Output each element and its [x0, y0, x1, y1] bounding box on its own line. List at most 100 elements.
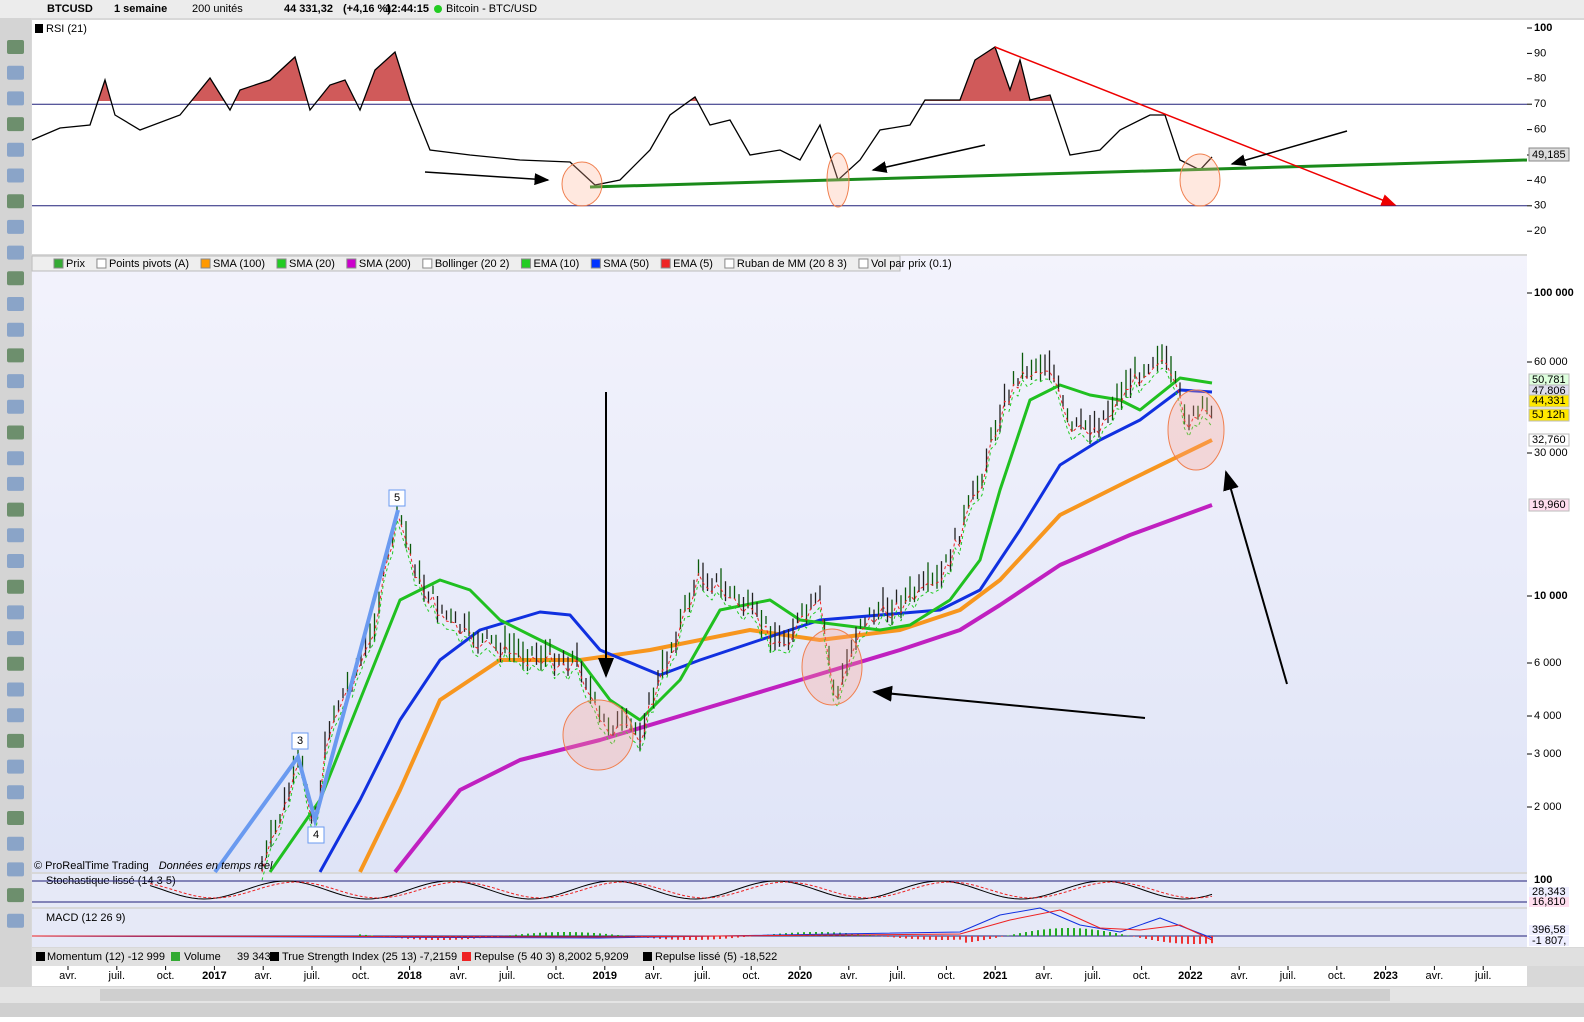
tool-icon[interactable]	[7, 554, 24, 568]
toolbar-units[interactable]: 200 unités	[192, 3, 243, 15]
legend-item[interactable]: SMA (100)	[213, 258, 265, 270]
tool-icon[interactable]	[7, 913, 24, 928]
indicator-swatch	[462, 952, 471, 961]
legend-swatch[interactable]	[520, 258, 531, 269]
x-axis-label: juil.	[108, 970, 126, 982]
arrow	[424, 171, 550, 186]
rsi-support	[589, 158, 1528, 189]
tool-icon[interactable]	[7, 502, 24, 517]
tool-icon[interactable]	[7, 271, 24, 286]
tool-icon[interactable]	[7, 759, 24, 774]
legend-swatch[interactable]	[96, 258, 107, 269]
legend-item[interactable]: EMA (10)	[533, 258, 579, 270]
tool-icon[interactable]	[7, 476, 24, 491]
tool-icon[interactable]	[7, 811, 24, 825]
stoch-tag-label: 28,343	[1532, 886, 1566, 898]
legend-item[interactable]: Bollinger (20 2)	[435, 258, 510, 270]
tool-icon[interactable]	[7, 888, 24, 903]
indicator-repulse_smooth[interactable]: Repulse lissé (5) -18,522	[655, 951, 777, 963]
tool-icon[interactable]	[7, 708, 24, 723]
rsi-axis-label: 40	[1534, 174, 1546, 186]
tool-icon[interactable]	[7, 297, 24, 311]
tool-icon[interactable]	[7, 348, 24, 363]
x-axis-label: oct.	[352, 970, 370, 982]
x-axis-label: juil.	[498, 970, 516, 982]
legend-item[interactable]: SMA (50)	[603, 258, 649, 270]
tool-icon[interactable]	[7, 656, 24, 671]
rsi-tag-bg	[1528, 147, 1570, 162]
stoch-d	[149, 881, 1213, 899]
tool-icon[interactable]	[7, 862, 24, 877]
toolbar-instrument[interactable]: Bitcoin - BTC/USD	[446, 3, 537, 15]
tool-icon[interactable]	[7, 65, 24, 80]
legend-swatch[interactable]	[724, 258, 735, 269]
indicator-swatch	[36, 952, 45, 961]
indicator-repulse[interactable]: Repulse (5 40 3) 8,2002	[474, 951, 592, 963]
sma-50	[318, 388, 1213, 873]
legend-item[interactable]: Prix	[66, 258, 85, 270]
price-tag-label: 47,806	[1532, 385, 1566, 397]
price-tag-label: 5J 12h	[1532, 409, 1565, 421]
tool-icon[interactable]	[7, 682, 24, 697]
legend-swatch[interactable]	[858, 258, 869, 269]
legend-item[interactable]: Ruban de MM (20 8 3)	[737, 258, 847, 270]
tool-icon[interactable]	[7, 733, 24, 748]
legend-item[interactable]: Vol par prix (0.1)	[871, 258, 952, 270]
indicator-tsi[interactable]: True Strength Index (25 13) -7,2159	[282, 951, 457, 963]
toolbar-price[interactable]: 44 331,32	[284, 3, 333, 15]
legend-item[interactable]: SMA (20)	[289, 258, 335, 270]
scroll-thumb[interactable]	[100, 989, 1390, 1001]
toolbar-symbol[interactable]: BTCUSD	[47, 3, 93, 15]
x-axis-label: juil.	[1279, 970, 1297, 982]
highlight-circle	[826, 152, 850, 208]
toolbar-change[interactable]: (+4,16 %)	[343, 3, 391, 15]
tool-icon[interactable]	[7, 631, 24, 646]
tool-icon[interactable]	[7, 168, 24, 183]
tool-icon[interactable]	[7, 579, 24, 594]
indicator-volume_value[interactable]: 39 343	[237, 951, 271, 963]
tool-icon[interactable]	[7, 322, 24, 337]
legend-item[interactable]: SMA (200)	[359, 258, 411, 270]
indicator-repulse_value[interactable]: 5,9209	[595, 951, 629, 963]
tool-icon[interactable]	[7, 785, 24, 800]
price-tag	[1528, 498, 1570, 512]
indicator-volume[interactable]: Volume	[184, 951, 221, 963]
indicator-momentum[interactable]: Momentum (12) -12 999	[47, 951, 165, 963]
tool-icon[interactable]	[7, 451, 24, 466]
tool-icon[interactable]	[7, 142, 24, 157]
legend-swatch[interactable]	[660, 258, 671, 269]
tool-icon[interactable]	[7, 219, 24, 234]
tool-icon[interactable]	[7, 117, 24, 132]
toolbar-period[interactable]: 1 semaine	[114, 3, 167, 15]
legend-item[interactable]: Points pivots (A)	[109, 258, 189, 270]
x-axis-label: avr.	[840, 970, 858, 982]
rsi-resistance	[994, 46, 1397, 206]
legend-item[interactable]: EMA (5)	[673, 258, 713, 270]
sma-20	[268, 376, 1213, 873]
tool-icon[interactable]	[7, 605, 24, 620]
tool-icon[interactable]	[7, 91, 24, 106]
legend-swatch[interactable]	[422, 258, 433, 269]
legend-swatch[interactable]	[276, 258, 287, 269]
legend-swatch[interactable]	[346, 258, 357, 269]
tool-icon[interactable]	[7, 40, 24, 54]
tool-icon[interactable]	[7, 528, 24, 543]
arrow	[872, 685, 1146, 719]
price-axis-label: 2 000	[1534, 801, 1562, 813]
tool-icon[interactable]	[7, 374, 24, 389]
tool-icon[interactable]	[7, 194, 24, 209]
x-axis-label: avr.	[1035, 970, 1053, 982]
top-toolbar	[0, 0, 1584, 18]
tool-icon[interactable]	[7, 425, 24, 440]
tool-icon[interactable]	[7, 836, 24, 851]
tool-icon[interactable]	[7, 245, 24, 260]
x-axis-label: 2023	[1373, 970, 1397, 982]
highlight-circle	[1179, 153, 1221, 207]
rsi-line	[31, 46, 1213, 186]
legend-swatch[interactable]	[200, 258, 211, 269]
tool-icon[interactable]	[7, 399, 24, 414]
legend-swatch[interactable]	[53, 258, 64, 269]
legend-swatch[interactable]	[590, 258, 601, 269]
rsi-axis-label: 70	[1534, 98, 1546, 110]
toolbar-time[interactable]: 12:44:15	[385, 3, 429, 15]
